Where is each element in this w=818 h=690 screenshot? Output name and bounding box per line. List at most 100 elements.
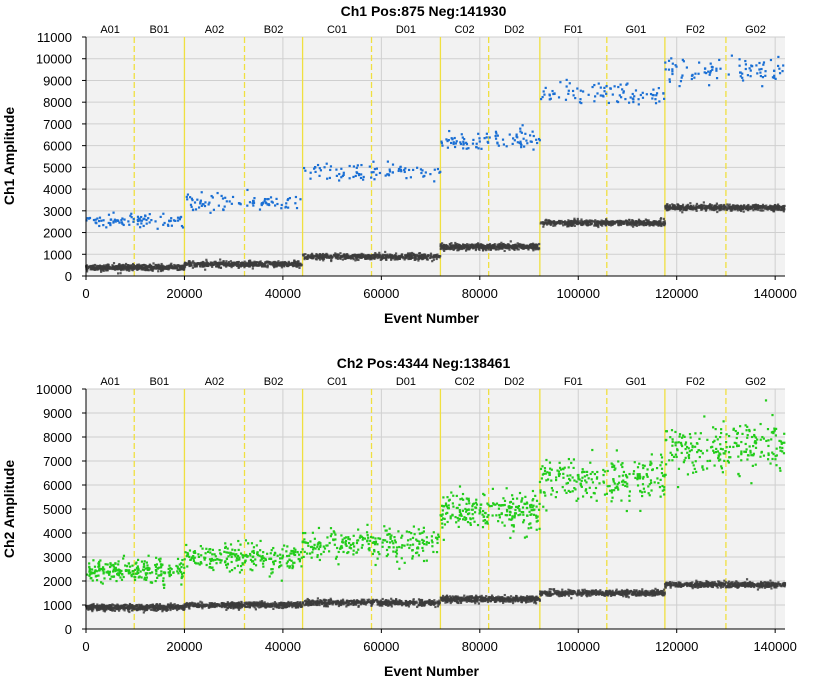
negative-droplet <box>713 209 715 211</box>
positive-droplet <box>749 67 751 69</box>
positive-droplet <box>566 85 568 87</box>
negative-droplet <box>653 222 655 224</box>
negative-droplet <box>124 267 126 269</box>
positive-droplet <box>422 176 424 178</box>
negative-droplet <box>90 266 92 268</box>
negative-droplet <box>328 257 330 259</box>
negative-droplet <box>601 222 603 224</box>
negative-droplet <box>302 254 304 256</box>
well-label: B01 <box>150 24 170 36</box>
positive-droplet <box>239 544 241 546</box>
positive-droplet <box>603 90 605 92</box>
y-axis-label: Ch1 Amplitude <box>1 107 17 205</box>
negative-droplet <box>299 263 301 265</box>
positive-droplet <box>385 174 387 176</box>
positive-droplet <box>318 175 320 177</box>
positive-droplet <box>231 569 233 571</box>
positive-droplet <box>681 74 683 76</box>
positive-droplet <box>174 220 176 222</box>
positive-droplet <box>97 566 99 568</box>
negative-droplet <box>142 608 144 610</box>
negative-droplet <box>580 218 582 220</box>
well-label: D02 <box>504 24 524 36</box>
negative-droplet <box>205 259 207 261</box>
negative-droplet <box>725 206 727 208</box>
positive-droplet <box>280 207 282 209</box>
negative-droplet <box>155 264 157 266</box>
negative-droplet <box>152 262 154 264</box>
positive-droplet <box>309 178 311 180</box>
positive-droplet <box>118 222 120 224</box>
positive-droplet <box>285 202 287 204</box>
positive-droplet <box>294 202 296 204</box>
negative-droplet <box>713 204 715 206</box>
positive-droplet <box>191 199 193 201</box>
positive-droplet <box>472 139 474 141</box>
negative-droplet <box>743 211 745 213</box>
negative-droplet <box>531 243 533 245</box>
negative-droplet <box>180 605 182 607</box>
positive-droplet <box>572 90 574 92</box>
negative-droplet <box>133 608 135 610</box>
negative-droplet <box>405 257 407 259</box>
positive-droplet <box>538 138 540 140</box>
positive-droplet <box>343 172 345 174</box>
negative-droplet <box>623 221 625 223</box>
negative-droplet <box>283 265 285 267</box>
negative-droplet <box>143 611 145 613</box>
negative-droplet <box>347 255 349 257</box>
negative-droplet <box>582 222 584 224</box>
positive-droplet <box>329 169 331 171</box>
negative-droplet <box>128 264 130 266</box>
positive-droplet <box>227 563 229 565</box>
negative-droplet <box>105 607 107 609</box>
negative-droplet <box>167 604 169 606</box>
negative-droplet <box>131 269 133 271</box>
negative-droplet <box>99 606 101 608</box>
negative-droplet <box>475 249 477 251</box>
positive-droplet <box>112 212 114 214</box>
negative-droplet <box>221 602 223 604</box>
positive-droplet <box>540 98 542 100</box>
y-tick-label: 1000 <box>43 247 72 262</box>
positive-droplet <box>195 562 197 564</box>
positive-droplet <box>487 142 489 144</box>
positive-droplet <box>124 564 126 566</box>
positive-droplet <box>404 167 406 169</box>
positive-droplet <box>177 220 179 222</box>
negative-droplet <box>510 240 512 242</box>
positive-droplet <box>130 574 132 576</box>
positive-droplet <box>128 562 130 564</box>
positive-droplet <box>162 577 164 579</box>
positive-droplet <box>620 84 622 86</box>
negative-droplet <box>771 206 773 208</box>
negative-droplet <box>165 609 167 611</box>
negative-droplet <box>219 258 221 260</box>
negative-droplet <box>358 255 360 257</box>
positive-droplet <box>160 570 162 572</box>
y-tick-label: 8000 <box>43 95 72 110</box>
positive-droplet <box>224 561 226 563</box>
positive-droplet <box>238 202 240 204</box>
positive-droplet <box>177 568 179 570</box>
positive-droplet <box>624 98 626 100</box>
positive-droplet <box>495 138 497 140</box>
negative-droplet <box>535 244 537 246</box>
positive-droplet <box>102 572 104 574</box>
positive-droplet <box>750 69 752 71</box>
positive-droplet <box>479 140 481 142</box>
negative-droplet <box>649 223 651 225</box>
negative-droplet <box>594 221 596 223</box>
negative-droplet <box>207 263 209 265</box>
positive-droplet <box>186 198 188 200</box>
y-tick-label: 6000 <box>43 139 72 154</box>
negative-droplet <box>746 206 748 208</box>
negative-droplet <box>192 267 194 269</box>
positive-droplet <box>475 146 477 148</box>
negative-droplet <box>164 607 166 609</box>
positive-droplet <box>526 142 528 144</box>
positive-droplet <box>598 82 600 84</box>
negative-droplet <box>355 255 357 257</box>
positive-droplet <box>114 563 116 565</box>
positive-droplet <box>448 130 450 132</box>
